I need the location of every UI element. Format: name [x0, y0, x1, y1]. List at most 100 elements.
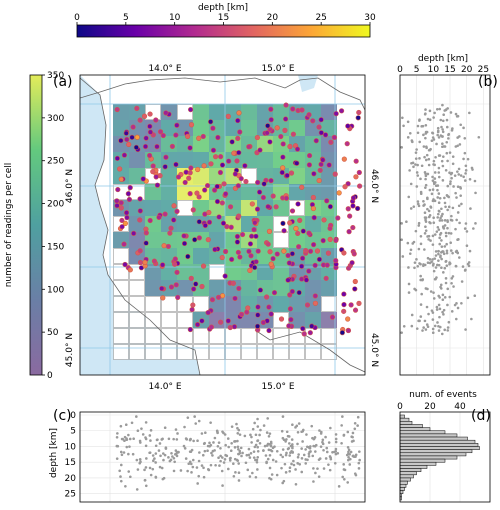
panel-c-point: [290, 462, 293, 466]
panel-b-point: [417, 221, 421, 225]
empty-cell: [225, 344, 241, 360]
depth-cb-ticklabel: 25: [315, 13, 326, 23]
empty-cell: [177, 200, 193, 216]
panel-c-point: [267, 434, 271, 438]
panel-d-bar: [399, 477, 411, 482]
panel-c-point: [226, 437, 230, 440]
event-marker: [218, 154, 224, 160]
panel-c-grid: 0 5 10 15 20 25: [65, 411, 365, 502]
panel-b-point: [408, 169, 411, 172]
panel-b-point: [468, 111, 471, 115]
event-marker: [186, 175, 192, 181]
panel-c-point: [153, 457, 156, 460]
event-marker: [345, 123, 351, 129]
panel-c-point: [240, 454, 243, 458]
event-marker: [114, 106, 120, 113]
panel-c-point: [255, 458, 259, 462]
panel-b-point: [449, 241, 452, 245]
event-marker: [210, 125, 216, 131]
event-marker: [161, 243, 167, 249]
panel-c-point: [301, 428, 305, 432]
event-marker: [316, 124, 322, 130]
event-marker: [236, 285, 242, 292]
panel-b-point: [441, 298, 445, 302]
panel-b-point: [415, 185, 419, 188]
panel-b-point: [420, 125, 423, 128]
panel-b-point: [459, 185, 462, 189]
panel-b-point: [400, 331, 403, 334]
event-marker: [341, 250, 347, 256]
panel-b-point: [409, 207, 413, 210]
event-marker: [245, 305, 251, 311]
event-marker: [346, 265, 352, 271]
panel-b-point: [443, 219, 447, 222]
event-marker: [142, 143, 149, 150]
event-marker: [257, 287, 264, 293]
panel-b-point: [441, 310, 444, 314]
border-line-south: [254, 329, 365, 373]
readings-cell: [177, 248, 193, 264]
event-marker: [314, 248, 321, 254]
panel-c-point: [319, 432, 323, 435]
panel-c-point: [318, 429, 321, 432]
panel-c-point: [116, 444, 120, 448]
event-marker: [137, 217, 143, 223]
depth-colorbar-ticks: 0 5 10 15 20 25 30: [74, 13, 376, 25]
event-marker: [127, 185, 133, 191]
panel-c-point: [202, 466, 205, 470]
event-marker: [236, 213, 242, 219]
panel-b-point: [409, 182, 413, 186]
panel-b-point: [415, 171, 419, 174]
event-marker: [289, 288, 295, 295]
panel-b-point: [407, 282, 411, 286]
panel-b-point: [474, 222, 477, 225]
panel-b: (b) depth [km] 0 5 10 15 20 25: [397, 54, 498, 376]
readings-cell: [289, 232, 305, 248]
panel-b-point: [462, 175, 465, 179]
panel-b-point: [416, 163, 419, 167]
panel-b-point: [439, 231, 443, 235]
panel-c-point: [184, 457, 188, 460]
panel-c-point: [269, 444, 273, 448]
event-marker: [339, 330, 345, 336]
event-marker: [303, 277, 310, 283]
panel-c-point: [125, 438, 129, 441]
panel-c-point: [173, 460, 176, 464]
panel-c-point: [228, 459, 232, 462]
event-marker: [171, 203, 177, 209]
readings-cell: [289, 296, 305, 312]
event-marker: [288, 316, 294, 323]
event-marker: [236, 150, 242, 156]
panel-b-point: [443, 201, 447, 205]
panel-c-point: [122, 451, 126, 454]
panel-c-point: [209, 421, 212, 424]
event-marker: [232, 171, 238, 177]
readings-colorbar-bar: [29, 74, 43, 376]
event-marker: [306, 268, 312, 274]
event-marker: [154, 182, 161, 188]
readings-cell: [321, 152, 337, 168]
panel-c-point: [347, 450, 350, 454]
panel-c-point: [143, 468, 146, 472]
event-marker: [268, 106, 274, 112]
event-marker: [225, 113, 231, 119]
panel-c-point: [347, 458, 350, 462]
readings-cell: [129, 216, 145, 232]
readings-cell: [241, 296, 257, 312]
event-marker: [253, 259, 259, 265]
event-marker: [130, 124, 136, 130]
empty-cell: [113, 280, 129, 296]
event-marker: [137, 259, 144, 266]
panel-d-bar: [399, 455, 458, 460]
panel-b-point: [437, 294, 440, 298]
event-marker: [336, 190, 342, 196]
panel-b-point: [402, 124, 405, 128]
panel-d-bar: [399, 414, 405, 419]
panel-b-point: [442, 113, 445, 117]
panel-c-point: [248, 456, 252, 459]
panel-b-point: [406, 241, 410, 245]
panel-b-point: [435, 107, 439, 111]
panel-b-point: [443, 296, 447, 299]
panel-b-point: [425, 305, 429, 309]
panel-b-point: [444, 277, 448, 280]
